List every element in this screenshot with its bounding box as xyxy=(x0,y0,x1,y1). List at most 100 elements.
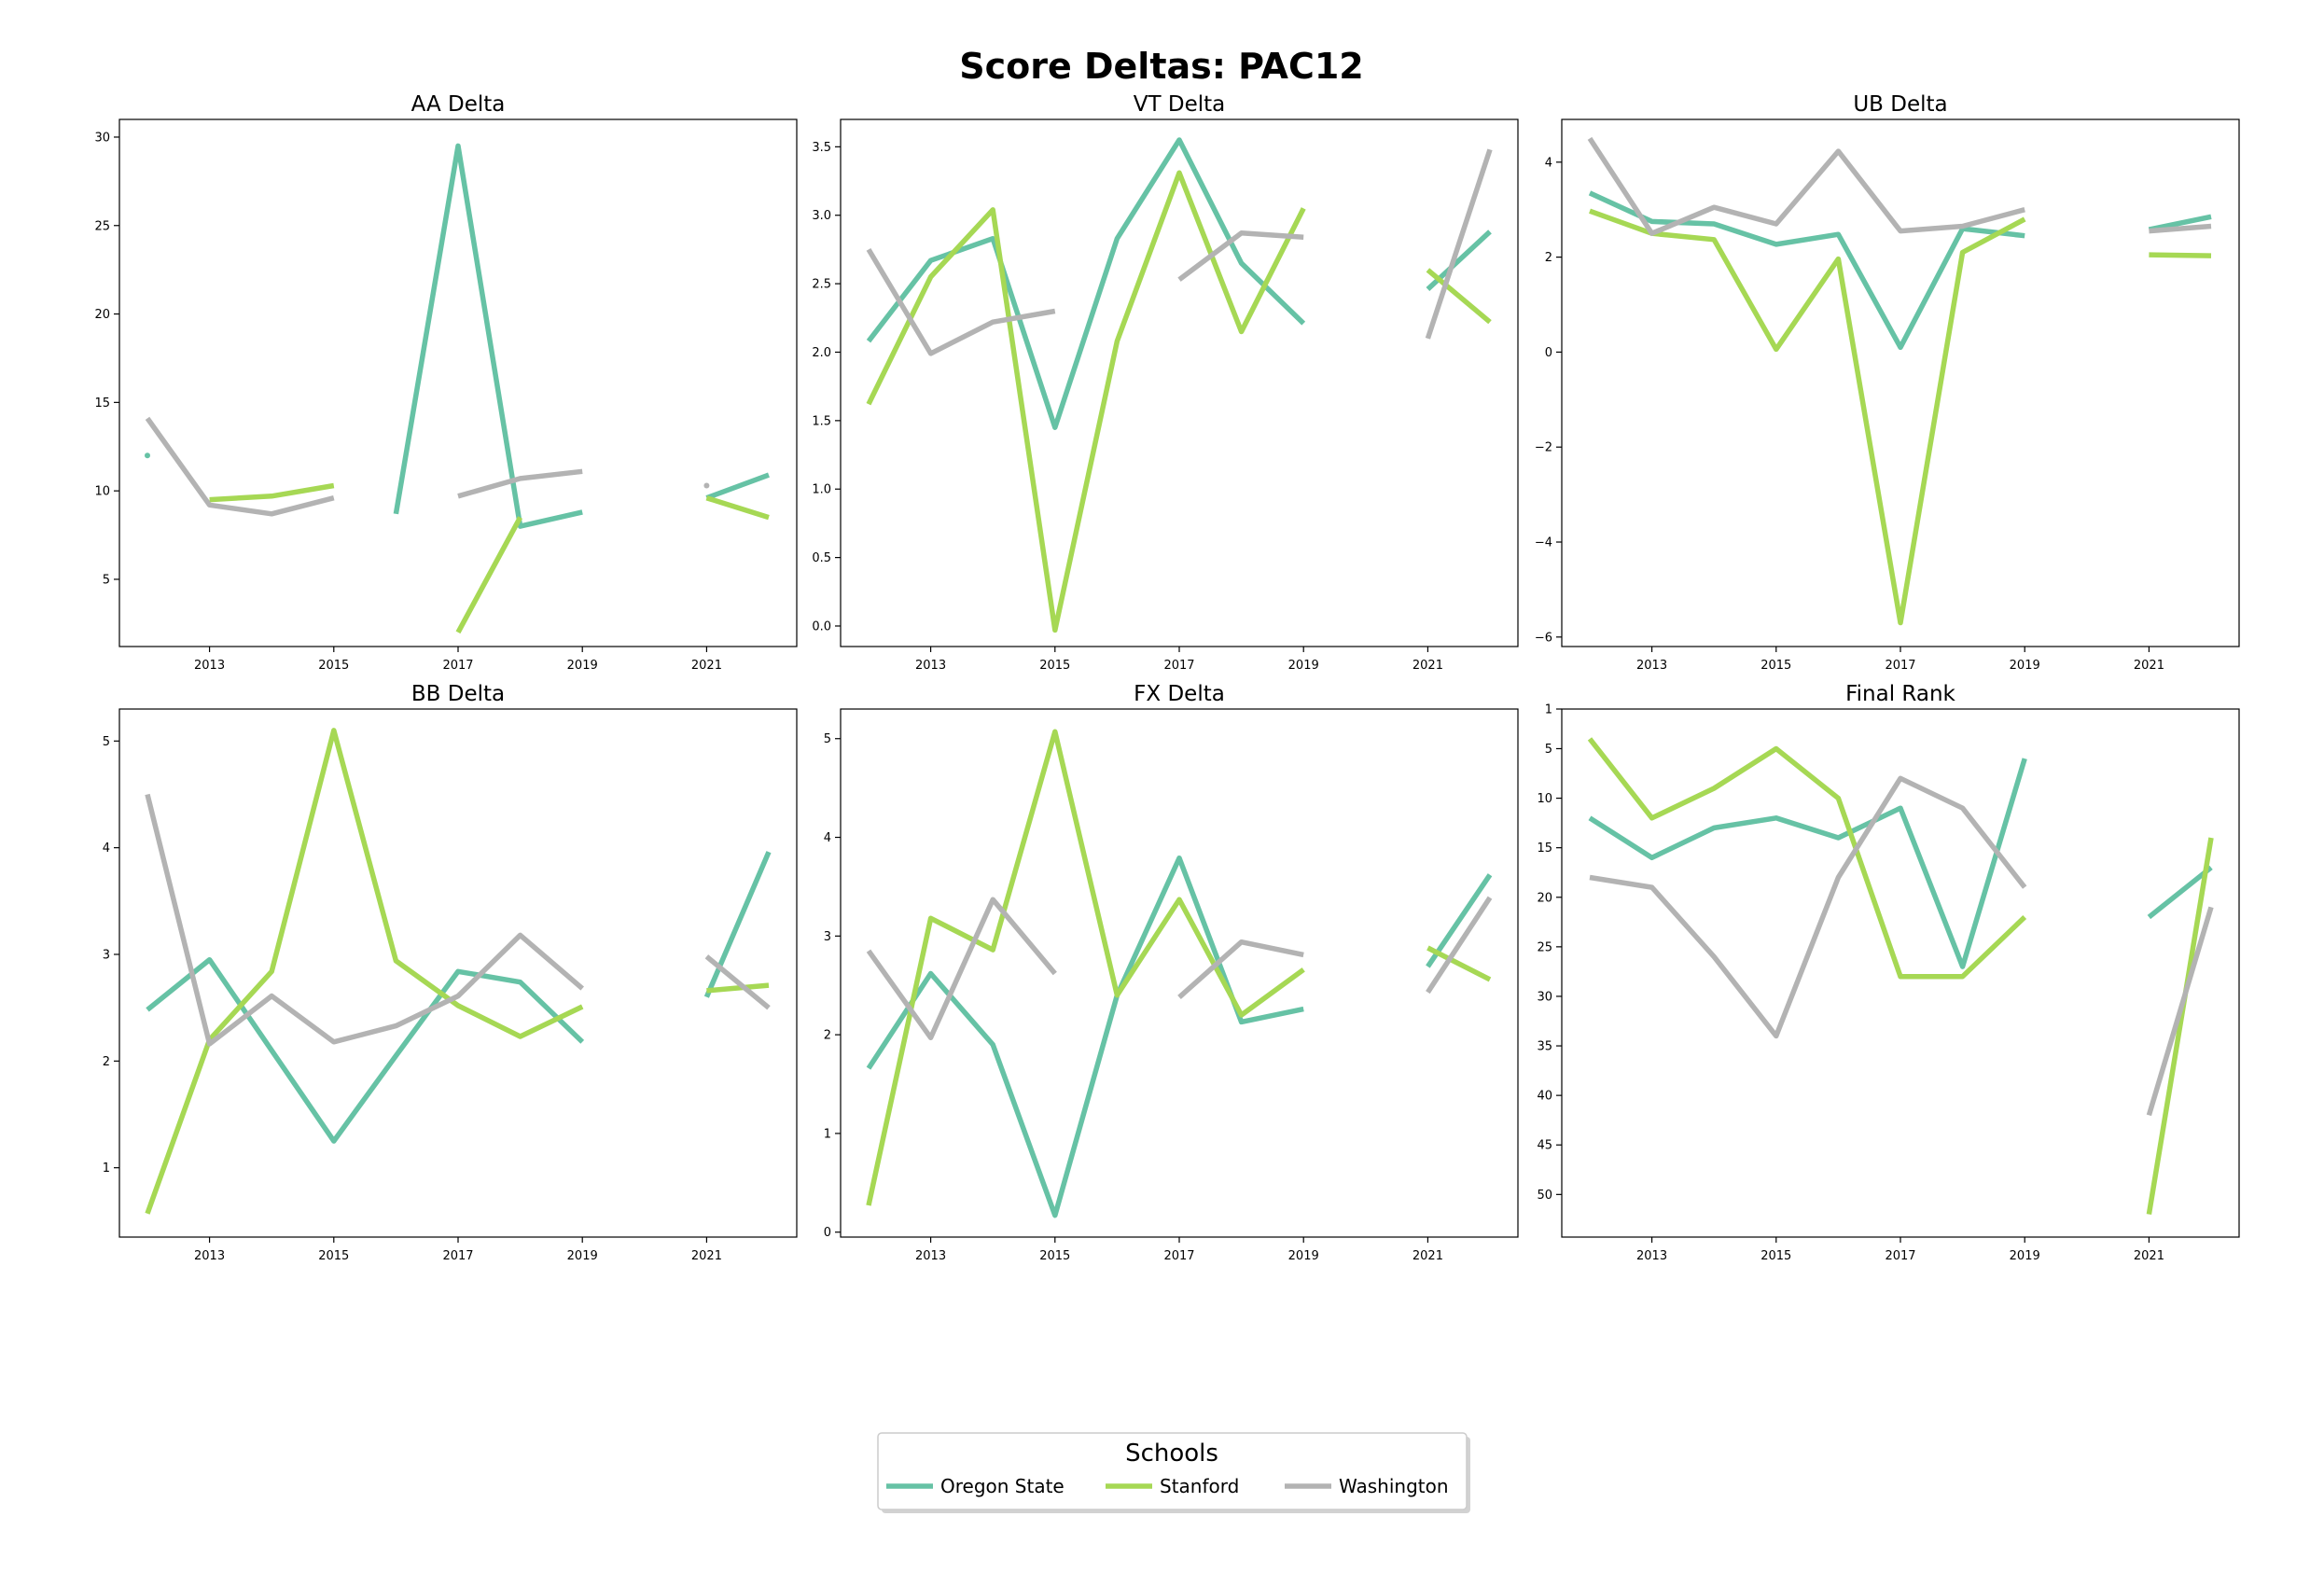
y-tick-label: 3.5 xyxy=(812,141,831,155)
series-line xyxy=(1425,148,1493,340)
x-tick-label: 2013 xyxy=(1636,659,1667,673)
series-line xyxy=(1588,758,2027,969)
y-tick-label: 4 xyxy=(1545,156,1552,170)
subplot-title: FX Delta xyxy=(1134,682,1225,706)
series-line xyxy=(705,495,770,521)
legend-label: Stanford xyxy=(1160,1475,1239,1497)
series-line xyxy=(145,793,584,1047)
y-tick-label: 1 xyxy=(824,1127,831,1141)
x-tick-label: 2017 xyxy=(1163,1249,1194,1263)
legend-entry-washington: Washington xyxy=(1285,1475,1449,1497)
axes-frame xyxy=(1561,118,2240,647)
series-line xyxy=(2149,252,2212,258)
y-tick-label: 5 xyxy=(1545,743,1552,757)
series-line xyxy=(146,956,585,1144)
x-tick-label: 2017 xyxy=(1163,659,1194,673)
y-tick-label: −6 xyxy=(1535,631,1552,645)
series-oregon-state xyxy=(866,137,1492,430)
y-tick-label: 4 xyxy=(103,842,110,856)
subplot-4: BB Delta 2013 2015 2017 2019 2021 1 2 3 4 5 xyxy=(103,682,798,1263)
x-tick-label: 2013 xyxy=(194,659,225,673)
y-tick-label: 3.0 xyxy=(812,209,831,223)
series-line xyxy=(705,472,770,501)
series-oregon-state xyxy=(1588,190,2212,351)
subplot-5: FX Delta 2013 2015 2017 2019 2021 0 1 2 3 4 5 xyxy=(824,682,1519,1263)
x-tick-label: 2013 xyxy=(915,1249,946,1263)
series-oregon-state xyxy=(866,855,1493,1218)
data-point xyxy=(145,452,150,459)
data-point xyxy=(703,482,710,489)
series-line xyxy=(1587,136,2025,236)
series-oregon-state xyxy=(1588,758,2213,969)
x-tick-label: 2019 xyxy=(2010,659,2040,673)
series-oregon-state xyxy=(146,851,772,1144)
series-line xyxy=(209,482,335,503)
series-line xyxy=(455,516,523,634)
legend-entry-stanford: Stanford xyxy=(1106,1475,1239,1497)
x-tick-label: 2015 xyxy=(1760,1249,1791,1263)
series-line xyxy=(1588,190,2025,351)
series-line xyxy=(457,468,583,499)
subplot-title: AA Delta xyxy=(411,92,506,117)
series-line xyxy=(145,728,584,1215)
legend-entry-oregon-state: Oregon State xyxy=(886,1475,1065,1497)
subplot-title: VT Delta xyxy=(1134,92,1225,117)
x-tick-label: 2013 xyxy=(1636,1249,1667,1263)
x-tick-label: 2021 xyxy=(2134,1249,2164,1263)
series-washington xyxy=(1587,136,2212,236)
series-line xyxy=(2148,214,2212,232)
series-line xyxy=(2146,906,2214,1117)
legend-box xyxy=(877,1432,1468,1510)
series-line xyxy=(1589,775,2027,1039)
y-tick-label: 4 xyxy=(824,831,831,845)
subplot-2: VT Delta 2013 2015 2017 2019 2021 0.0 0.5 1.0 1.5… xyxy=(812,92,1519,673)
series-oregon-state xyxy=(145,143,770,529)
series-line xyxy=(2149,223,2212,234)
series-line xyxy=(866,729,1305,1206)
y-tick-label: 1 xyxy=(1545,703,1552,717)
y-tick-label: 5 xyxy=(103,573,110,587)
x-tick-label: 2017 xyxy=(442,659,473,673)
series-line xyxy=(1426,896,1493,995)
legend: Schools Oregon State Stanford Washington xyxy=(877,1432,1470,1513)
legend-label: Oregon State xyxy=(940,1475,1065,1497)
series-line xyxy=(866,170,1306,633)
series-stanford xyxy=(866,729,1492,1206)
y-tick-label: 0.0 xyxy=(812,619,831,633)
series-line xyxy=(866,897,1057,1041)
x-tick-label: 2015 xyxy=(1039,659,1070,673)
y-tick-label: 35 xyxy=(1537,1040,1552,1054)
series-washington xyxy=(1589,775,2214,1117)
series-stanford xyxy=(145,728,770,1215)
x-tick-label: 2015 xyxy=(318,659,349,673)
y-tick-label: 30 xyxy=(1537,990,1552,1004)
y-tick-label: 0.5 xyxy=(812,551,831,565)
subplot-title: UB Delta xyxy=(1853,92,1947,117)
figure-title: Score Deltas: PAC12 xyxy=(959,46,1363,87)
y-tick-label: 2 xyxy=(1545,251,1552,265)
series-stanford xyxy=(866,170,1492,633)
series-washington xyxy=(866,148,1493,356)
y-tick-label: 20 xyxy=(94,308,110,322)
y-tick-label: 20 xyxy=(1537,891,1552,905)
x-tick-label: 2017 xyxy=(1885,1249,1915,1263)
series-line xyxy=(866,137,1306,430)
y-tick-label: 15 xyxy=(94,396,110,410)
legend-label: Washington xyxy=(1339,1475,1449,1497)
x-tick-label: 2015 xyxy=(1039,1249,1070,1263)
series-line xyxy=(1177,230,1304,282)
y-tick-label: 25 xyxy=(1537,940,1552,954)
subplot-3: UB Delta 2013 2015 2017 2019 2021 −6 −4 −2 0 2 4 xyxy=(1535,92,2240,673)
series-line xyxy=(1589,208,2026,626)
series-line xyxy=(704,954,771,1010)
y-tick-label: 2.0 xyxy=(812,346,831,360)
y-tick-label: 2 xyxy=(824,1029,831,1043)
x-tick-label: 2015 xyxy=(318,1249,349,1263)
x-tick-label: 2017 xyxy=(1885,659,1915,673)
y-tick-label: 0 xyxy=(1545,346,1552,360)
series-line xyxy=(393,143,583,529)
y-tick-label: 2.5 xyxy=(812,278,831,292)
